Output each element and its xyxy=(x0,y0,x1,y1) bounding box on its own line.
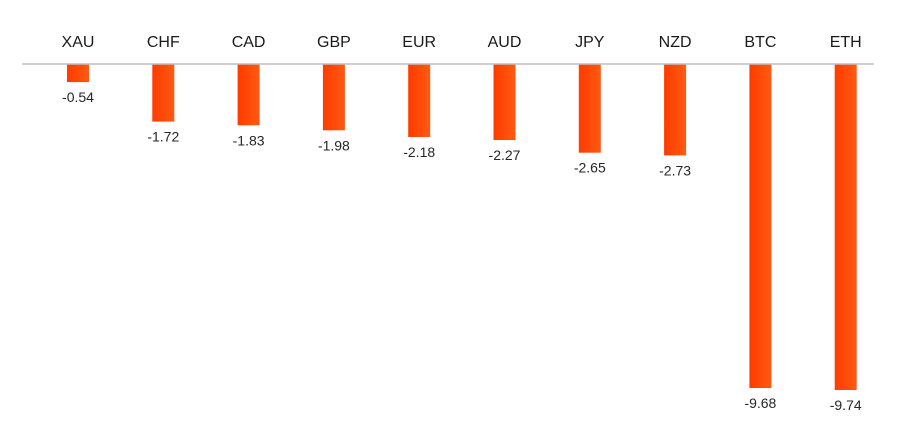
bar-gbp xyxy=(322,64,345,131)
value-labels-group: -0.54 -1.72 -1.83 -1.98 -2.18 -2.27 -2.65 -2.73… xyxy=(62,89,862,413)
category-label-btc: BTC xyxy=(744,34,776,51)
value-label-xau: -0.54 xyxy=(62,89,94,105)
bar-chf xyxy=(152,64,175,122)
value-label-nzd: -2.73 xyxy=(659,162,691,178)
bar-aud xyxy=(493,64,516,140)
value-label-gbp: -1.98 xyxy=(318,137,350,153)
value-label-aud: -2.27 xyxy=(489,147,521,163)
value-label-eur: -2.18 xyxy=(403,144,435,160)
value-label-eth: -9.74 xyxy=(830,397,862,413)
value-label-btc: -9.68 xyxy=(744,395,776,411)
category-label-aud: AUD xyxy=(488,34,522,51)
category-labels-group: XAU CHF CAD GBP EUR AUD JPY NZD BTC ETH xyxy=(62,34,862,51)
category-label-eur: EUR xyxy=(402,34,436,51)
category-label-jpy: JPY xyxy=(575,34,605,51)
bar-eth xyxy=(834,64,857,390)
value-label-cad: -1.83 xyxy=(233,132,265,148)
bar-jpy xyxy=(578,64,601,153)
bars-group xyxy=(67,64,857,390)
bar-cad xyxy=(237,64,260,126)
bar-xau xyxy=(67,64,89,83)
category-label-cad: CAD xyxy=(232,34,266,51)
bar-nzd xyxy=(664,64,687,156)
bar-eur xyxy=(408,64,431,137)
category-label-nzd: NZD xyxy=(659,34,692,51)
category-label-gbp: GBP xyxy=(317,34,351,51)
bar-btc xyxy=(749,64,772,388)
category-label-xau: XAU xyxy=(62,34,95,51)
value-label-jpy: -2.65 xyxy=(574,160,606,176)
value-label-chf: -1.72 xyxy=(147,129,179,145)
category-label-eth: ETH xyxy=(830,34,862,51)
category-label-chf: CHF xyxy=(147,34,180,51)
